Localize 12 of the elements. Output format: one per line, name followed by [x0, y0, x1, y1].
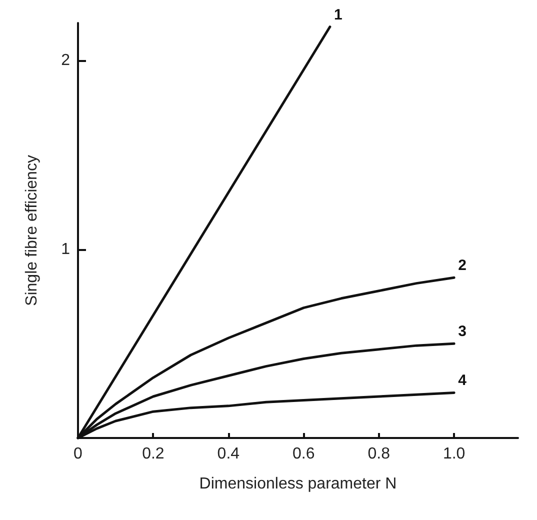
series-label: 1 [334, 6, 342, 24]
x-tick-label: 0 [74, 446, 83, 462]
y-axis-title: Single fibre efficiency [24, 155, 40, 306]
x-tick-label: 0.4 [217, 446, 240, 462]
x-tick-label: 0.2 [142, 446, 164, 462]
series-label: 4 [458, 372, 468, 390]
x-tick-label: 0.8 [368, 446, 390, 462]
series-label: 3 [458, 323, 466, 340]
x-tick-label: 1.0 [442, 446, 466, 462]
x-axis-title: Dimensionless parameter N [199, 476, 397, 492]
series-label: 2 [458, 257, 466, 274]
x-tick-label: 0.6 [292, 446, 315, 462]
